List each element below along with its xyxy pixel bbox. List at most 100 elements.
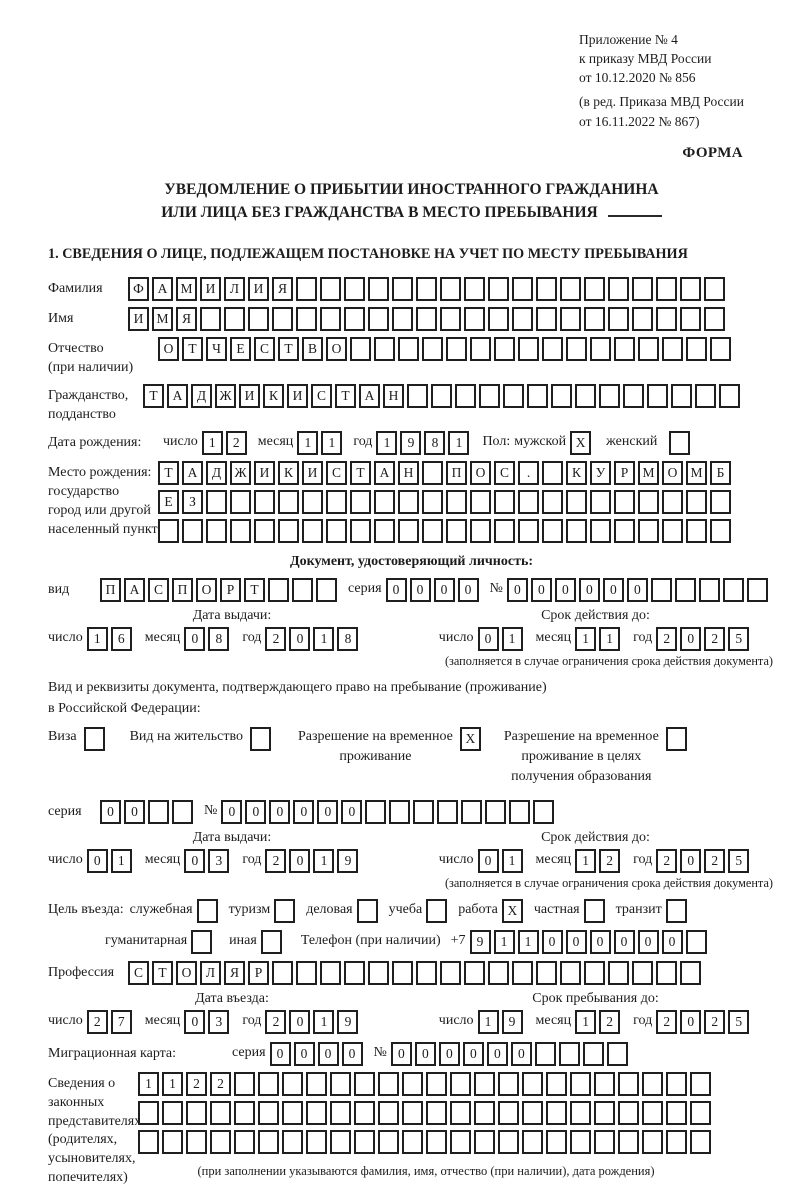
char-box[interactable]: 0 [462, 1041, 484, 1066]
char-box[interactable] [618, 1129, 639, 1154]
char-box[interactable]: X [501, 898, 523, 923]
char-box[interactable]: К [263, 384, 284, 409]
char-box[interactable] [316, 577, 337, 602]
char-box[interactable] [560, 307, 581, 332]
char-box[interactable]: 0 [554, 577, 576, 602]
char-box[interactable] [522, 1129, 543, 1154]
char-box[interactable] [344, 960, 365, 985]
char-box[interactable]: А [182, 460, 203, 485]
char-box[interactable] [536, 307, 557, 332]
char-box[interactable] [690, 1071, 711, 1096]
char-box[interactable] [570, 1129, 591, 1154]
char-box[interactable] [368, 307, 389, 332]
char-box[interactable]: 7 [110, 1009, 132, 1034]
char-box[interactable] [594, 1071, 615, 1096]
char-box[interactable] [710, 489, 731, 514]
char-box[interactable]: 1 [321, 430, 343, 455]
char-box[interactable] [392, 277, 413, 302]
char-box[interactable]: Т [278, 337, 299, 362]
char-box[interactable] [368, 960, 389, 985]
char-box[interactable]: 0 [613, 929, 635, 954]
char-box[interactable] [618, 1071, 639, 1096]
char-box[interactable]: 9 [501, 1009, 523, 1034]
char-box[interactable] [392, 307, 413, 332]
char-box[interactable] [407, 384, 428, 409]
char-box[interactable]: Е [158, 489, 179, 514]
char-box[interactable]: С [494, 460, 515, 485]
char-box[interactable]: 0 [510, 1041, 532, 1066]
char-box[interactable] [350, 518, 371, 543]
char-box[interactable] [182, 518, 203, 543]
char-box[interactable] [536, 960, 557, 985]
char-box[interactable] [374, 518, 395, 543]
char-box[interactable] [326, 489, 347, 514]
char-box[interactable] [566, 489, 587, 514]
char-box[interactable] [722, 577, 744, 602]
char-box[interactable]: 0 [486, 1041, 508, 1066]
char-box[interactable]: И [200, 277, 221, 302]
char-box[interactable] [494, 337, 515, 362]
char-box[interactable]: 1 [575, 626, 597, 651]
char-box[interactable] [306, 1129, 327, 1154]
char-box[interactable]: П [446, 460, 467, 485]
char-box[interactable] [440, 960, 461, 985]
char-box[interactable] [512, 960, 533, 985]
char-box[interactable] [665, 726, 687, 751]
char-box[interactable] [344, 277, 365, 302]
char-box[interactable]: Т [158, 460, 179, 485]
char-box[interactable]: 8 [208, 626, 230, 651]
char-box[interactable] [350, 489, 371, 514]
char-box[interactable]: 0 [637, 929, 659, 954]
char-box[interactable] [282, 1100, 303, 1125]
char-box[interactable]: 1 [313, 1009, 335, 1034]
char-box[interactable]: О [470, 460, 491, 485]
char-box[interactable]: 1 [313, 848, 335, 873]
char-box[interactable] [498, 1071, 519, 1096]
char-box[interactable] [186, 1129, 207, 1154]
char-box[interactable] [455, 384, 476, 409]
char-box[interactable]: 2 [656, 626, 678, 651]
char-box[interactable] [278, 489, 299, 514]
char-box[interactable] [685, 929, 707, 954]
char-box[interactable]: 1 [110, 848, 132, 873]
char-box[interactable] [296, 277, 317, 302]
char-box[interactable] [274, 898, 296, 923]
char-box[interactable] [138, 1100, 159, 1125]
char-box[interactable] [254, 518, 275, 543]
char-box[interactable] [158, 518, 179, 543]
char-box[interactable] [374, 337, 395, 362]
char-box[interactable]: 1 [501, 626, 523, 651]
char-box[interactable] [354, 1129, 375, 1154]
char-box[interactable]: Р [614, 460, 635, 485]
char-box[interactable]: 3 [208, 1009, 230, 1034]
char-box[interactable]: Д [191, 384, 212, 409]
char-box[interactable] [666, 1129, 687, 1154]
char-box[interactable]: О [196, 577, 217, 602]
char-box[interactable] [746, 577, 768, 602]
char-box[interactable]: 2 [86, 1009, 108, 1034]
char-box[interactable] [710, 337, 731, 362]
char-box[interactable]: Т [143, 384, 164, 409]
char-box[interactable] [485, 799, 507, 824]
char-box[interactable] [474, 1071, 495, 1096]
char-box[interactable]: 2 [225, 430, 247, 455]
char-box[interactable]: С [254, 337, 275, 362]
char-box[interactable]: 0 [289, 626, 311, 651]
char-box[interactable]: 1 [599, 626, 621, 651]
char-box[interactable] [474, 1129, 495, 1154]
char-box[interactable]: 1 [575, 1009, 597, 1034]
char-box[interactable] [350, 337, 371, 362]
char-box[interactable] [302, 489, 323, 514]
char-box[interactable] [570, 1100, 591, 1125]
char-box[interactable] [162, 1129, 183, 1154]
char-box[interactable] [647, 384, 668, 409]
char-box[interactable] [560, 960, 581, 985]
char-box[interactable]: 0 [438, 1041, 460, 1066]
char-box[interactable] [590, 337, 611, 362]
char-box[interactable] [498, 1100, 519, 1125]
char-box[interactable] [464, 277, 485, 302]
char-box[interactable] [450, 1129, 471, 1154]
char-box[interactable]: 2 [265, 1009, 287, 1034]
char-box[interactable] [234, 1129, 255, 1154]
char-box[interactable]: М [638, 460, 659, 485]
